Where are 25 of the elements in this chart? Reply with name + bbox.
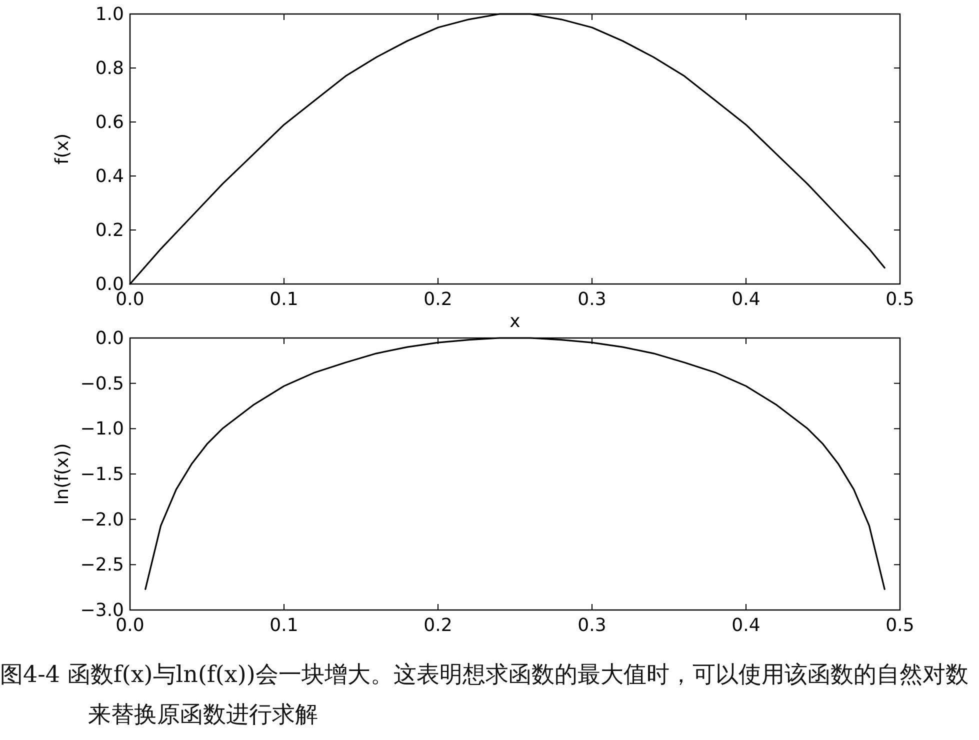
- x-tick-label: 0.3: [578, 615, 606, 636]
- y-axis-title: f(x): [52, 133, 73, 165]
- y-tick-label: 0.8: [95, 58, 124, 79]
- x-tick-label: 0.2: [424, 289, 452, 310]
- y-tick-label: 0.4: [95, 166, 124, 187]
- y-tick-label: 0.0: [95, 328, 124, 349]
- y-tick-label: −0.5: [80, 373, 124, 394]
- y-axis-title: ln(f(x)): [52, 443, 73, 505]
- x-tick-label: 0.5: [886, 615, 914, 636]
- x-tick-label: 0.4: [732, 289, 760, 310]
- y-tick-label: 0.6: [95, 112, 124, 133]
- y-tick-label: 0.2: [95, 220, 124, 241]
- y-tick-label: −2.5: [80, 554, 124, 576]
- y-tick-label: −2.0: [80, 509, 124, 530]
- y-tick-label: 1.0: [95, 4, 124, 25]
- x-tick-label: 0.1: [270, 615, 298, 636]
- caption: 图4-4 函数f(x)与ln(f(x))会一块增大。这表明想求函数的最大值时，可以使用该函数的自然对数来替换原函数进行求解: [0, 661, 970, 730]
- x-axis-title: x: [510, 311, 521, 332]
- x-tick-label: 0.4: [732, 615, 760, 636]
- y-tick-label: −1.5: [80, 464, 124, 485]
- x-tick-label: 0.1: [270, 289, 298, 310]
- x-tick-label: 0.3: [578, 289, 606, 310]
- y-tick-label: −1.0: [80, 418, 124, 440]
- x-tick-label: 0.5: [886, 289, 914, 310]
- x-tick-label: 0.2: [424, 615, 452, 636]
